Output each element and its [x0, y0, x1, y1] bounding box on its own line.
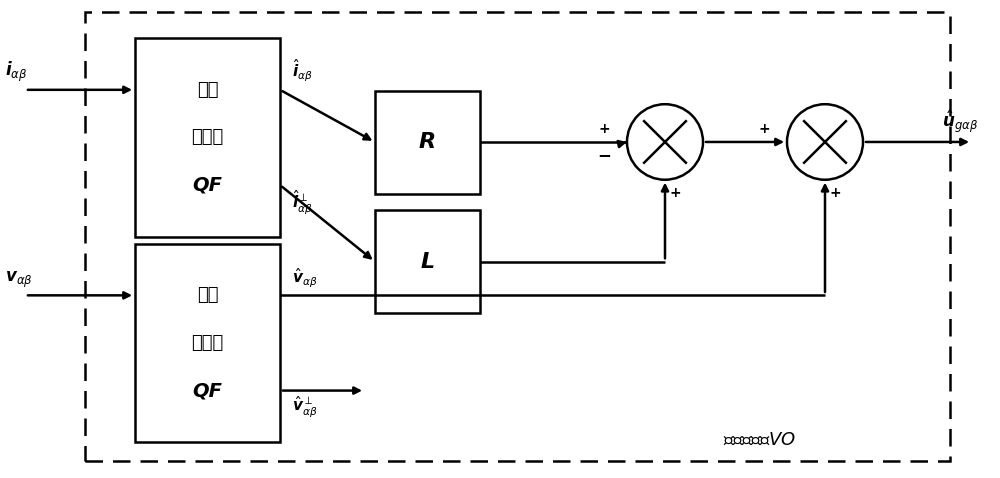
Text: 滤波器: 滤波器 [191, 129, 224, 146]
Text: L: L [420, 252, 435, 272]
Text: 正交: 正交 [197, 81, 218, 98]
Text: −: − [597, 146, 611, 164]
Text: QF: QF [193, 176, 223, 195]
Bar [135, 244, 280, 442]
Text: $\hat{\boldsymbol{v}}_{\alpha\beta}$: $\hat{\boldsymbol{v}}_{\alpha\beta}$ [292, 266, 318, 290]
Bar [85, 12, 950, 461]
Bar [135, 38, 280, 237]
Text: 滤波器: 滤波器 [191, 334, 224, 352]
Text: +: + [829, 186, 841, 200]
Text: $\boldsymbol{i}_{\alpha\beta}$: $\boldsymbol{i}_{\alpha\beta}$ [5, 60, 28, 84]
Text: 电压观测器$VO$: 电压观测器$VO$ [723, 431, 797, 449]
Bar [375, 210, 480, 313]
Text: +: + [669, 186, 681, 200]
Bar [375, 91, 480, 194]
Text: $\boldsymbol{v}_{\alpha\beta}$: $\boldsymbol{v}_{\alpha\beta}$ [5, 270, 33, 290]
Text: $\hat{\boldsymbol{i}}_{\alpha\beta}$: $\hat{\boldsymbol{i}}_{\alpha\beta}$ [292, 57, 313, 84]
Text: R: R [419, 132, 436, 152]
Text: +: + [758, 122, 770, 136]
Text: $\hat{\boldsymbol{u}}_{g\alpha\beta}$: $\hat{\boldsymbol{u}}_{g\alpha\beta}$ [942, 108, 978, 135]
Text: QF: QF [193, 381, 223, 400]
Text: $\hat{\boldsymbol{i}}^{\perp}_{\alpha\beta}$: $\hat{\boldsymbol{i}}^{\perp}_{\alpha\be… [292, 189, 313, 217]
Text: $\hat{\boldsymbol{v}}^{\perp}_{\alpha\beta}$: $\hat{\boldsymbol{v}}^{\perp}_{\alpha\be… [292, 394, 318, 420]
Text: +: + [598, 122, 610, 136]
Text: 正交: 正交 [197, 286, 218, 304]
